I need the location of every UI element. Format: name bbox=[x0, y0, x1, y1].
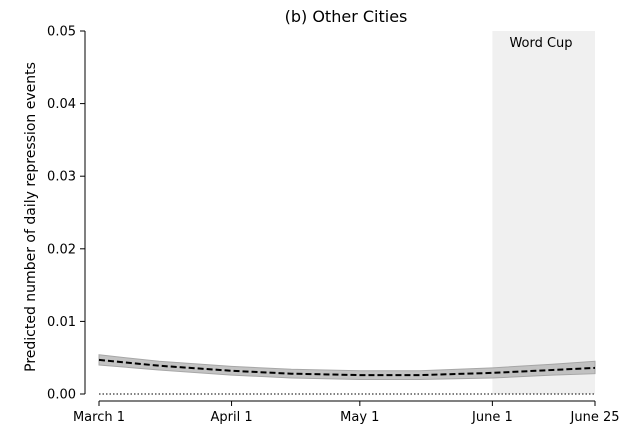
shaded-region bbox=[492, 31, 595, 394]
x-tick-label: May 1 bbox=[340, 410, 379, 425]
y-tick-label: 0.00 bbox=[47, 388, 76, 403]
y-tick-label: 0.04 bbox=[47, 97, 76, 112]
y-tick-label: 0.03 bbox=[47, 170, 76, 185]
shaded-region-label: Word Cup bbox=[509, 36, 572, 51]
x-tick-label: June 25 bbox=[570, 410, 620, 425]
x-tick-label: April 1 bbox=[210, 410, 252, 425]
x-tick-label: June 1 bbox=[471, 410, 513, 425]
shade-layer bbox=[492, 31, 595, 394]
y-tick-label: 0.02 bbox=[47, 242, 76, 257]
chart-title: (b) Other Cities bbox=[285, 7, 408, 26]
axis-layer: 0.00 0.01 0.02 0.03 0.04 0.05 March 1 April 1 Ma… bbox=[47, 25, 619, 426]
y-axis-label: Predicted number of daily repression eve… bbox=[23, 62, 39, 372]
x-tick-label: March 1 bbox=[73, 410, 125, 425]
series-line bbox=[98, 358, 596, 377]
line-layer bbox=[98, 358, 596, 395]
y-tick-label: 0.01 bbox=[47, 315, 76, 330]
y-tick-label: 0.05 bbox=[47, 25, 76, 40]
